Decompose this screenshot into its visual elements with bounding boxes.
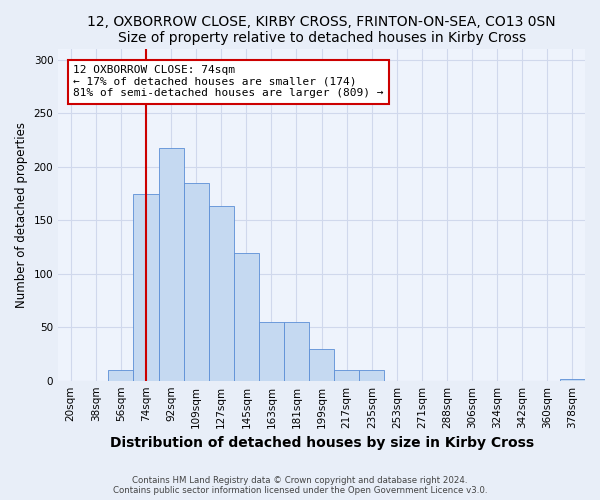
X-axis label: Distribution of detached houses by size in Kirby Cross: Distribution of detached houses by size … xyxy=(110,436,533,450)
Bar xyxy=(359,370,385,380)
Bar xyxy=(309,348,334,380)
Bar xyxy=(209,206,234,380)
Bar xyxy=(560,378,585,380)
Text: Contains HM Land Registry data © Crown copyright and database right 2024.
Contai: Contains HM Land Registry data © Crown c… xyxy=(113,476,487,495)
Title: 12, OXBORROW CLOSE, KIRBY CROSS, FRINTON-ON-SEA, CO13 0SN
Size of property relat: 12, OXBORROW CLOSE, KIRBY CROSS, FRINTON… xyxy=(87,15,556,45)
Bar xyxy=(158,148,184,380)
Bar xyxy=(234,254,259,380)
Bar xyxy=(109,370,133,380)
Bar xyxy=(334,370,359,380)
Bar xyxy=(133,194,158,380)
Text: 12 OXBORROW CLOSE: 74sqm
← 17% of detached houses are smaller (174)
81% of semi-: 12 OXBORROW CLOSE: 74sqm ← 17% of detach… xyxy=(73,65,384,98)
Bar xyxy=(184,183,209,380)
Bar xyxy=(284,322,309,380)
Bar xyxy=(259,322,284,380)
Y-axis label: Number of detached properties: Number of detached properties xyxy=(15,122,28,308)
